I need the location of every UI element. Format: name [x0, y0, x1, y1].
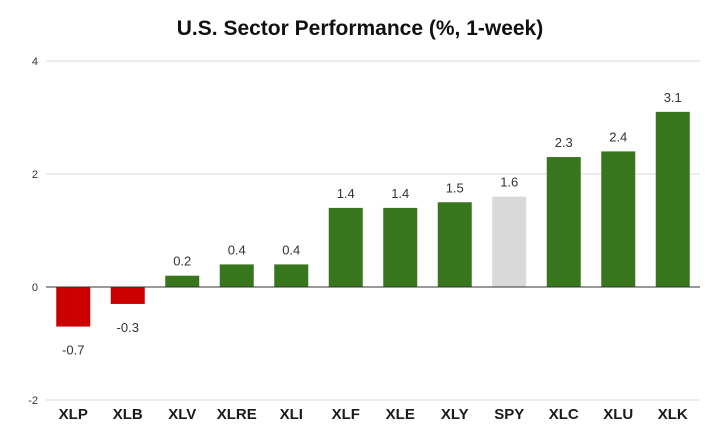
- y-tick-label: 2: [32, 169, 38, 181]
- bar-xli: [274, 264, 309, 287]
- bar-spy: [492, 196, 527, 287]
- x-tick-label-xlb: XLB: [113, 406, 143, 423]
- bar-xly: [437, 202, 472, 287]
- x-axis: XLP XLB XLV XLRE XLI XLF XLE XLY SPY XLC XLU XLK: [46, 286, 700, 423]
- bar-xlv: [165, 275, 200, 287]
- bar-xlp: [56, 287, 91, 327]
- x-tick-label-xlp: XLP: [59, 406, 88, 423]
- data-label-xlb: -0.3: [117, 320, 139, 335]
- bar-xlf: [328, 207, 363, 287]
- y-tick-label: -2: [28, 395, 38, 407]
- x-tick-label-xlre: XLRE: [217, 406, 257, 423]
- data-label-xlu: 2.4: [609, 129, 627, 144]
- bar-xlre: [219, 264, 254, 287]
- bar-xle: [383, 207, 418, 287]
- bars: [56, 111, 690, 327]
- data-label-spy: 1.6: [500, 175, 518, 190]
- bar-xlk: [655, 111, 690, 287]
- x-tick-label-xlf: XLF: [332, 406, 360, 423]
- data-label-xlv: 0.2: [173, 254, 191, 269]
- data-label-xlf: 1.4: [337, 186, 355, 201]
- x-tick-label-xlc: XLC: [549, 406, 579, 423]
- y-tick-label: 4: [32, 56, 38, 68]
- bar-xlc: [546, 157, 581, 287]
- x-tick-label-xly: XLY: [441, 406, 469, 423]
- x-tick-label-xle: XLE: [386, 406, 415, 423]
- data-labels: -0.7 -0.3 0.2 0.4 0.4 1.4 1.4 1.5 1.6 2.3 2.4 3.1: [62, 90, 682, 358]
- x-tick-label-xli: XLI: [280, 406, 303, 423]
- chart-title: U.S. Sector Performance (%, 1-week): [177, 17, 543, 40]
- x-tick-label-xlu: XLU: [603, 406, 633, 423]
- data-label-xlre: 0.4: [228, 242, 246, 257]
- bar-xlu: [601, 151, 636, 287]
- bar-xlb: [110, 287, 145, 304]
- x-tick-label-spy: SPY: [494, 406, 524, 423]
- data-label-xle: 1.4: [391, 186, 409, 201]
- y-tick-label: 0: [32, 282, 38, 294]
- data-label-xlc: 2.3: [555, 135, 573, 150]
- data-label-xly: 1.5: [446, 180, 464, 195]
- gridlines: -2 0 2 4: [28, 56, 700, 407]
- data-label-xlk: 3.1: [664, 90, 682, 105]
- x-tick-label-xlk: XLK: [658, 406, 688, 423]
- data-label-xlp: -0.7: [62, 343, 84, 358]
- x-tick-label-xlv: XLV: [168, 406, 196, 423]
- data-label-xli: 0.4: [282, 242, 300, 257]
